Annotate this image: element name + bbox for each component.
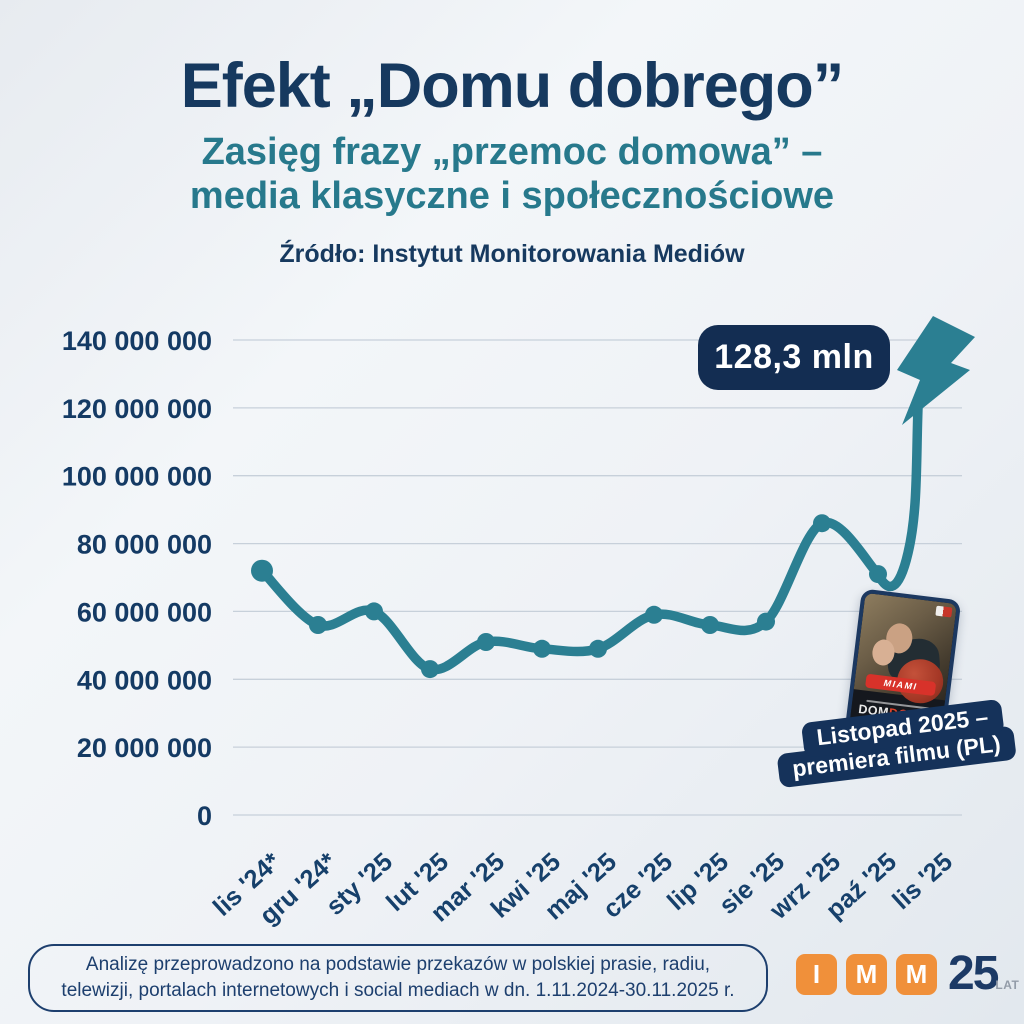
y-tick-label: 0 xyxy=(197,801,212,831)
trend-series xyxy=(251,514,887,679)
imm-logo-square-3: M xyxy=(896,953,937,995)
subtitle: Zasięg frazy „przemoc domowa” – media kl… xyxy=(0,130,1024,218)
y-tick-label: 40 000 000 xyxy=(77,665,212,695)
data-point xyxy=(813,514,831,533)
y-tick-label: 100 000 000 xyxy=(62,462,212,492)
peak-value-text: 128,3 mln xyxy=(714,338,874,376)
y-tick-label: 120 000 000 xyxy=(62,394,212,424)
data-point xyxy=(645,605,663,624)
trend-line xyxy=(257,517,883,675)
imm-letter-m2: M xyxy=(905,958,928,989)
data-point xyxy=(365,602,383,621)
poster-photo: MIAMI xyxy=(853,592,957,706)
imm-anniversary-number: 25 xyxy=(948,946,999,1000)
source-line: Źródło: Instytut Monitorowania Mediów xyxy=(279,240,745,269)
imm-letter-m1: M xyxy=(855,958,878,989)
x-tick-label: lis '25 xyxy=(887,848,958,916)
y-tick-label: 60 000 000 xyxy=(77,597,212,627)
data-point xyxy=(421,660,439,679)
data-point xyxy=(589,639,607,658)
imm-logo: I M M 25 LAT xyxy=(796,948,1019,1000)
imm-logo-square-2: M xyxy=(846,953,887,995)
y-tick-label: 140 000 000 xyxy=(62,326,212,356)
imm-letter-i: I xyxy=(812,958,821,989)
page-title: Efekt „Domu dobrego” xyxy=(180,51,845,121)
imm-logo-square-1: I xyxy=(796,953,837,995)
peak-value-badge: 128,3 mln xyxy=(698,325,890,390)
data-point xyxy=(701,616,719,634)
data-point xyxy=(477,633,495,651)
poster-festival-badge xyxy=(935,605,953,618)
trend-arrow-tail xyxy=(873,403,923,592)
poster-miami-text: MIAMI xyxy=(883,677,919,692)
y-axis-labels: 140 000 000 120 000 000 100 000 000 80 000 … xyxy=(62,326,212,831)
subtitle-line-1: Zasięg frazy „przemoc domowa” – xyxy=(201,131,823,174)
data-point xyxy=(309,616,327,634)
imm-anniversary: 25 LAT xyxy=(948,946,1020,1000)
imm-anniversary-unit: LAT xyxy=(995,978,1020,993)
lightning-bolt-icon xyxy=(897,316,975,425)
methodology-line-1: Analizę przeprowadzono na podstawie prze… xyxy=(85,953,711,975)
y-tick-label: 80 000 000 xyxy=(77,530,212,560)
data-point xyxy=(757,612,775,631)
header: Efekt „Domu dobrego” Zasięg frazy „przem… xyxy=(0,0,1024,269)
methodology-line-2: telewizji, portalach internetowych i soc… xyxy=(61,980,735,1001)
methodology-note: Analizę przeprowadzono na podstawie prze… xyxy=(28,944,768,1012)
data-point xyxy=(533,639,551,658)
data-point xyxy=(251,559,273,582)
y-tick-label: 20 000 000 xyxy=(77,733,212,763)
subtitle-line-2: media klasyczne i społecznościowe xyxy=(189,175,835,218)
